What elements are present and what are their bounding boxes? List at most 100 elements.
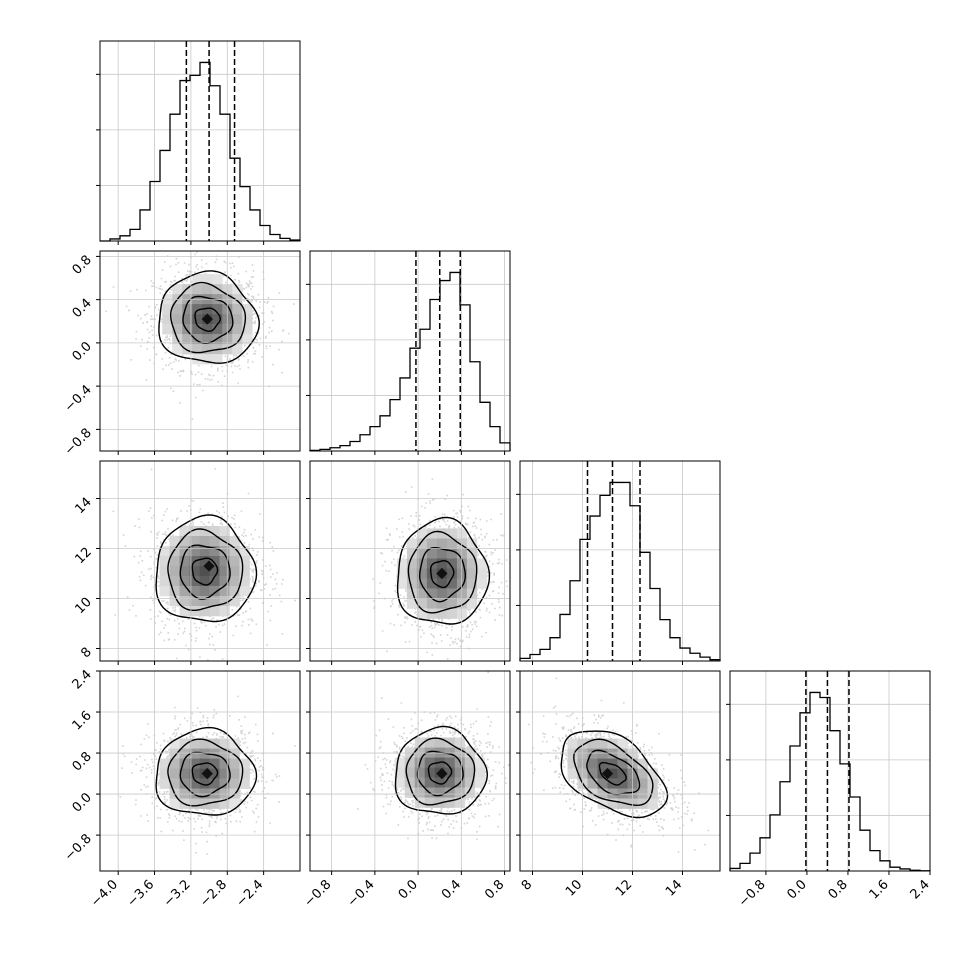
pair-1-2-density-cell (456, 568, 468, 579)
pair-1-3-density-cell (474, 777, 486, 788)
pair-1-3-mode-marker (436, 767, 448, 780)
pair-0-2-density-cell (209, 556, 220, 567)
pair-0-2-density-cell (229, 536, 240, 547)
pair-1-2-content (372, 478, 510, 661)
pair-0-1-density-cell (232, 344, 243, 355)
pair-0-1-density-cell (182, 314, 193, 325)
pair-0-3-xtick-label: −2.4 (234, 877, 267, 910)
pair-0-2-density-cell (169, 576, 180, 587)
pair-0-2-density-cell (219, 576, 230, 587)
pair-1-3-density-cell (404, 757, 416, 768)
pair-1-3-density-cell (404, 767, 416, 778)
pair-0-2-ytick-label: 14 (73, 495, 95, 517)
pair-0-3-density-cell (189, 748, 200, 759)
pair-0-3-xtick-label: −4.0 (88, 877, 121, 910)
pair-2-3-density-cell (567, 748, 578, 759)
pair-0-3-content (119, 695, 296, 855)
pair-0-3-density-cell (199, 778, 210, 789)
pair-1-2-density-cell (426, 588, 438, 599)
pair-0-2-density-cell (229, 546, 240, 557)
pair-0-1-density-cell (192, 274, 203, 285)
pair-0-1-density-cell (242, 314, 253, 325)
pair-1-2-density-cell (416, 598, 428, 609)
pair-1-2-density-cell (426, 598, 438, 609)
pair-2-3-density-cell (587, 738, 598, 749)
pair-0-2-content (112, 468, 296, 661)
hist-3-xtick-label: −0.8 (736, 877, 769, 910)
hist-3-xtick-label: 0.8 (826, 877, 851, 902)
pair-1-2-density-cell (466, 598, 478, 609)
pair-0-2-density-cell (199, 546, 210, 557)
pair-1-3-density-cell (444, 777, 456, 788)
pair-0-3-density-cell (169, 778, 180, 789)
pair-0-2-density-cell (199, 556, 210, 567)
pair-1-2-density-cell (446, 548, 458, 559)
pair-1-2-density-cell (436, 598, 448, 609)
pair-1-2-contour (396, 516, 491, 625)
pair-1-2-density-cell (446, 598, 458, 609)
pair-1-2-density-cell (456, 528, 468, 539)
pair-1-2-density-cell (436, 548, 448, 559)
pair-0-3-density-cell (239, 758, 250, 769)
pair-1-3-xtick-label: −0.4 (345, 877, 378, 910)
pair-0-2-density-cell (199, 586, 210, 597)
pair-1-2-density-cell (416, 608, 428, 619)
pair-0-1-ytick-label: 0.0 (70, 339, 95, 364)
pair-0-1-density-cell (182, 334, 193, 345)
pair-2-3-xtick-label: 8 (519, 877, 535, 893)
pair-0-2-density-cell (179, 556, 190, 567)
pair-1-2-density-cell (436, 588, 448, 599)
pair-1-3-contour (394, 725, 489, 815)
pair-1-3-density-cell (444, 757, 456, 768)
pair-0-3-density-cell (209, 748, 220, 759)
pair-0-2-density-cell (229, 566, 240, 577)
pair-0-2-density-cell (169, 566, 180, 577)
pair-0-3-ytick-label: −0.8 (62, 831, 95, 864)
pair-0-1-density-cell (192, 344, 203, 355)
pair-2-3-contour (573, 738, 654, 807)
pair-0-3-density-cell (189, 768, 200, 779)
pair-0-2-density-cell (229, 556, 240, 567)
pair-1-2-density-cell (456, 548, 468, 559)
pair-0-2-density-cell (199, 566, 210, 577)
pair-0-1-contour (169, 281, 247, 354)
pair-1-2-density-cell (466, 538, 478, 549)
pair-0-1-density-cell (192, 334, 203, 345)
pair-1-3-contour (427, 761, 453, 785)
pair-0-2-density-cell (199, 526, 210, 537)
pair-1-2-density-cell (446, 608, 458, 619)
pair-1-3-frame (309, 670, 511, 872)
pair-1-3-density-cell (454, 767, 466, 778)
pair-0-2-density-cell (159, 546, 170, 557)
pair-0-3-density-cell (159, 758, 170, 769)
pair-0-2-density-cell (219, 556, 230, 567)
pair-1-2-density-cell (426, 568, 438, 579)
pair-0-2-density-cell (199, 606, 210, 617)
pair-0-1-density-cell (192, 324, 203, 335)
pair-2-3-density-cell (617, 748, 628, 759)
pair-0-2-density-cell (189, 596, 200, 607)
pair-2-3-density-cell (597, 778, 608, 789)
pair-0-3-contour (191, 762, 219, 786)
pair-1-2-density-cell (416, 528, 428, 539)
pair-0-2-density-cell (159, 566, 170, 577)
pair-1-3-density-cell (444, 797, 456, 808)
pair-0-2-density-cell (179, 606, 190, 617)
pair-0-1-ytick-label: 0.8 (70, 253, 95, 278)
pair-0-1-density-cell (232, 314, 243, 325)
pair-0-3-density-cell (219, 748, 230, 759)
pair-2-3-density-cell (647, 798, 658, 809)
hist-1-frame (309, 250, 511, 452)
pair-0-2-density-cell (189, 526, 200, 537)
pair-1-3-density-cell (434, 787, 446, 798)
pair-0-1-density-cell (172, 284, 183, 295)
pair-0-2-density-cell (179, 546, 190, 557)
pair-1-2-density-cell (416, 588, 428, 599)
pair-0-1-contour (182, 295, 234, 344)
pair-1-3-density-cell (424, 777, 436, 788)
pair-0-3-density-cell (219, 738, 230, 749)
hist-1-step (309, 271, 511, 452)
pair-0-1-density-cell (232, 334, 243, 345)
pair-0-2-density-cell (229, 586, 240, 597)
